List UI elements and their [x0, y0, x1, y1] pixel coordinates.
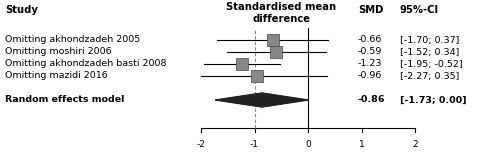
Text: Random effects model: Random effects model — [5, 96, 124, 104]
Text: [-1.70; 0.37]: [-1.70; 0.37] — [400, 35, 460, 45]
Text: -1: -1 — [250, 140, 259, 149]
Text: Study: Study — [5, 5, 38, 15]
Text: -2: -2 — [196, 140, 205, 149]
Text: -0.96: -0.96 — [358, 71, 382, 81]
Text: Omitting mazidi 2016: Omitting mazidi 2016 — [5, 71, 108, 81]
Text: Omitting moshiri 2006: Omitting moshiri 2006 — [5, 47, 112, 57]
Bar — [266, 34, 278, 46]
Text: [-1.52; 0.34]: [-1.52; 0.34] — [400, 47, 460, 57]
Text: 0: 0 — [305, 140, 311, 149]
Text: -0.59: -0.59 — [358, 47, 382, 57]
Text: Standardised mean
difference: Standardised mean difference — [226, 2, 336, 24]
Text: [-2.27; 0.35]: [-2.27; 0.35] — [400, 71, 460, 81]
Text: 95%-CI: 95%-CI — [400, 5, 439, 15]
Bar — [236, 58, 248, 70]
Bar — [250, 70, 262, 82]
Text: Omitting akhondzadeh 2005: Omitting akhondzadeh 2005 — [5, 35, 140, 45]
Text: -1.23: -1.23 — [358, 59, 382, 69]
Text: Omitting akhondzadeh basti 2008: Omitting akhondzadeh basti 2008 — [5, 59, 166, 69]
Polygon shape — [216, 93, 308, 107]
Text: [-1.95; -0.52]: [-1.95; -0.52] — [400, 59, 462, 69]
Text: SMD: SMD — [358, 5, 384, 15]
Text: [-1.73; 0.00]: [-1.73; 0.00] — [400, 96, 466, 104]
Text: -0.66: -0.66 — [358, 35, 382, 45]
Text: 1: 1 — [358, 140, 364, 149]
Bar — [270, 46, 282, 58]
Text: 2: 2 — [412, 140, 418, 149]
Text: -0.86: -0.86 — [358, 96, 386, 104]
